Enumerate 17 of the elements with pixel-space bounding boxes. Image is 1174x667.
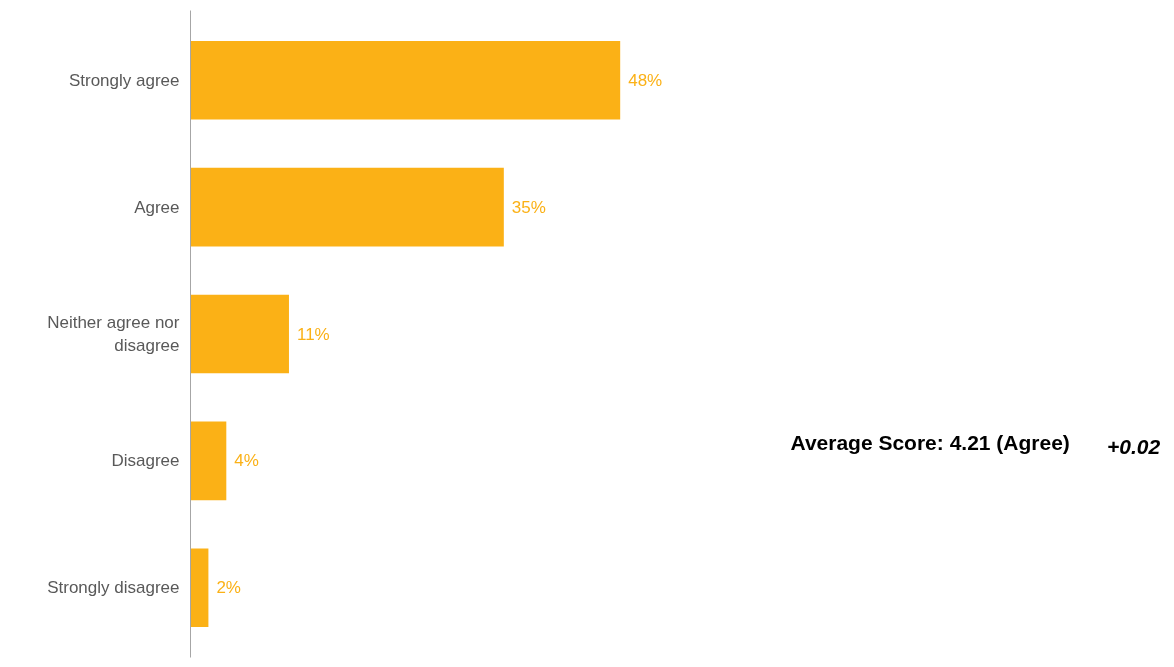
bar: [190, 167, 504, 247]
data-label: 48%: [628, 70, 663, 90]
text: Average Score: 4.21 (Agree): [790, 431, 1070, 454]
data-label: 11%: [296, 324, 330, 344]
y-tick-label: Neither agree nor disagree: [47, 313, 180, 355]
data-label: 4%: [234, 451, 259, 471]
bar: [190, 421, 227, 501]
y-tick-label: Strongly agree: [68, 70, 180, 90]
y-tick-label: Strongly disagree: [47, 578, 180, 598]
bar: [190, 548, 209, 628]
y-tick-label: Disagree: [111, 451, 180, 471]
data-label: 35%: [511, 197, 546, 217]
bar: [190, 294, 289, 374]
y-tick-label: Agree: [134, 197, 180, 217]
data-label: 2%: [216, 578, 241, 598]
bar: [190, 40, 621, 120]
text: +0.02: [1107, 435, 1161, 458]
